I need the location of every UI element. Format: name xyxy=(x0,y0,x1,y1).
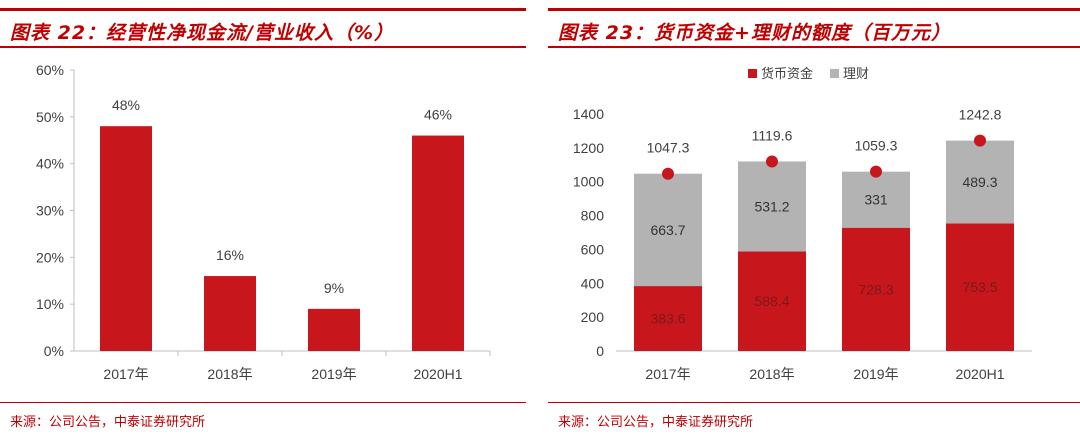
x-tick-label: 2019年 xyxy=(311,366,356,382)
bar-cash xyxy=(634,286,702,351)
y-tick-label: 0 xyxy=(596,343,604,359)
y-tick-label: 30% xyxy=(36,203,64,219)
right-stacked-bar-chart: 货币资金 理财 0 200 400 600 800 1000 1200 1400 383.6 663.… xyxy=(573,66,1032,382)
right-source-note: 来源：公司公告，中泰证券研究所 xyxy=(558,415,754,430)
total-label: 1242.8 xyxy=(959,107,1002,123)
bar-cash xyxy=(738,251,806,351)
total-label: 1119.6 xyxy=(752,127,793,143)
y-tick-label: 50% xyxy=(36,109,64,125)
data-label-wealth-management: 531.2 xyxy=(754,198,789,214)
x-tick-label: 2017年 xyxy=(645,366,690,382)
y-tick-label: 10% xyxy=(36,296,64,312)
x-tick-label: 2018年 xyxy=(749,366,794,382)
y-tick-label: 800 xyxy=(581,208,605,224)
bar-cash xyxy=(946,223,1014,351)
right-title-bar: 图表 23：货币资金+理财的额度（百万元） xyxy=(548,8,1080,48)
left-chart-title: 图表 22：经营性净现金流/营业收入（%） xyxy=(10,22,395,44)
legend-label: 货币资金 xyxy=(761,66,813,81)
bar xyxy=(204,276,256,351)
left-source-divider xyxy=(0,402,526,403)
data-label-cash: 588.4 xyxy=(754,293,789,309)
y-tick-label: 600 xyxy=(581,241,605,257)
y-tick-label: 20% xyxy=(36,249,64,265)
data-label-wealth-management: 663.7 xyxy=(650,222,685,238)
right-source-divider xyxy=(548,402,1080,403)
bar-cash xyxy=(842,227,910,351)
x-tick-label: 2017年 xyxy=(103,366,148,382)
x-tick-label: 2019年 xyxy=(853,366,898,382)
y-tick-label: 1400 xyxy=(573,106,604,122)
left-panel: 图表 22：经营性净现金流/营业收入（%） 0% 10% 20% 30% 40% 50% 6… xyxy=(0,0,526,444)
y-tick-label: 60% xyxy=(36,62,64,78)
right-panel: 图表 23：货币资金+理财的额度（百万元） 货币资金 理财 0 200 400 600 80… xyxy=(548,0,1080,444)
y-tick-label: 400 xyxy=(581,275,605,291)
data-label: 48% xyxy=(112,97,140,113)
bar xyxy=(412,135,464,351)
right-chart-title: 图表 23：货币资金+理财的额度（百万元） xyxy=(558,22,951,44)
bar-wealth-management xyxy=(946,140,1014,224)
data-label-cash: 728.3 xyxy=(858,281,893,297)
y-tick-label: 0% xyxy=(44,343,64,359)
data-label-wealth-management: 489.3 xyxy=(962,174,997,190)
data-label: 46% xyxy=(424,107,452,123)
y-tick-label: 1200 xyxy=(573,140,604,156)
total-marker xyxy=(766,155,778,168)
x-tick-label: 2018年 xyxy=(207,366,252,382)
x-tick-label: 2020H1 xyxy=(413,366,462,382)
bar xyxy=(308,308,360,351)
legend-swatch xyxy=(830,69,839,78)
legend-label: 理财 xyxy=(843,66,869,81)
left-bar-chart: 0% 10% 20% 30% 40% 50% 60% 48% 2017年 16% 2018年 9% 20… xyxy=(36,62,491,382)
y-tick-label: 1000 xyxy=(573,174,604,190)
data-label: 16% xyxy=(216,247,244,263)
bar-wealth-management xyxy=(738,161,806,252)
bar-wealth-management xyxy=(634,173,702,287)
y-tick-label: 40% xyxy=(36,156,64,172)
total-marker xyxy=(662,167,674,180)
data-label: 9% xyxy=(324,280,344,296)
total-marker xyxy=(974,134,986,147)
total-label: 1059.3 xyxy=(855,138,898,154)
data-label-wealth-management: 331 xyxy=(864,192,888,208)
bar xyxy=(100,126,152,351)
y-tick-label: 200 xyxy=(581,309,605,325)
total-marker xyxy=(870,165,882,178)
x-tick-label: 2020H1 xyxy=(955,366,1004,382)
left-title-bar: 图表 22：经营性净现金流/营业收入（%） xyxy=(0,8,526,48)
left-source-note: 来源：公司公告，中泰证券研究所 xyxy=(10,415,206,430)
legend-swatch xyxy=(748,69,757,78)
bar-wealth-management xyxy=(842,171,910,228)
total-label: 1047.3 xyxy=(647,140,690,156)
data-label-cash: 383.6 xyxy=(650,311,685,327)
data-label-cash: 753.5 xyxy=(962,279,997,295)
